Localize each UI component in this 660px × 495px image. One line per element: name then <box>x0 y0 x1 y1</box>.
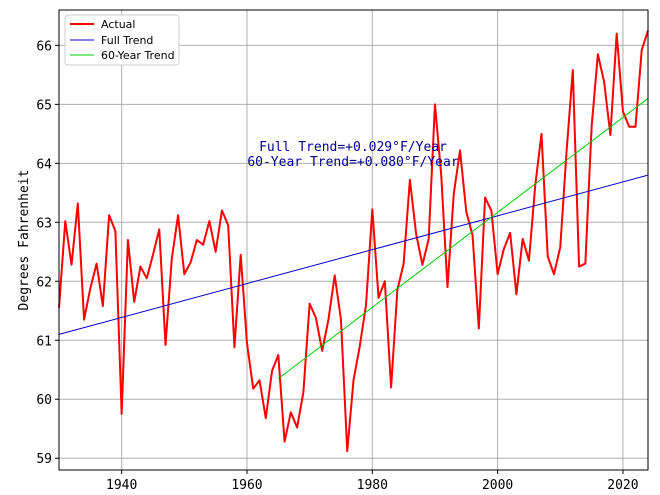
plot-background <box>59 10 648 470</box>
y-tick-label: 60 <box>36 393 52 408</box>
x-tick-label: 2020 <box>607 478 638 493</box>
legend-label-full-trend: Full Trend <box>101 34 153 47</box>
annotation-full-trend: Full Trend=+0.029°F/Year <box>259 140 447 155</box>
series-line-60-year-trend <box>278 98 649 379</box>
series-line-actual <box>58 30 649 453</box>
legend-label-60-year-trend: 60-Year Trend <box>101 49 175 62</box>
y-tick-label: 65 <box>36 98 52 113</box>
legend: Actual Full Trend 60-Year Trend <box>64 14 180 66</box>
grid <box>59 10 648 470</box>
x-tick-label: 2000 <box>482 478 513 493</box>
annotation-60-year-trend: 60-Year Trend=+0.080°F/Year <box>247 155 458 170</box>
y-tick-label: 66 <box>36 39 52 54</box>
y-tick-label: 64 <box>36 157 52 172</box>
y-tick-label: 61 <box>36 334 52 349</box>
y-tick-label: 63 <box>36 216 52 231</box>
x-tick-label: 1940 <box>106 478 137 493</box>
series-group <box>58 30 649 453</box>
x-tick-label: 1980 <box>357 478 388 493</box>
y-tick-label: 59 <box>36 452 52 467</box>
ticks: 1940 1960 1980 2000 2020 59 60 61 62 63 64 65 66 <box>36 39 638 493</box>
legend-box <box>64 14 180 66</box>
plot-frame <box>58 9 649 471</box>
x-tick-label: 1960 <box>231 478 262 493</box>
series-line-full-trend <box>58 174 649 335</box>
y-axis-label: Degrees Fahrenheit <box>17 170 32 311</box>
legend-label-actual: Actual <box>101 18 135 31</box>
y-tick-label: 62 <box>36 275 52 290</box>
